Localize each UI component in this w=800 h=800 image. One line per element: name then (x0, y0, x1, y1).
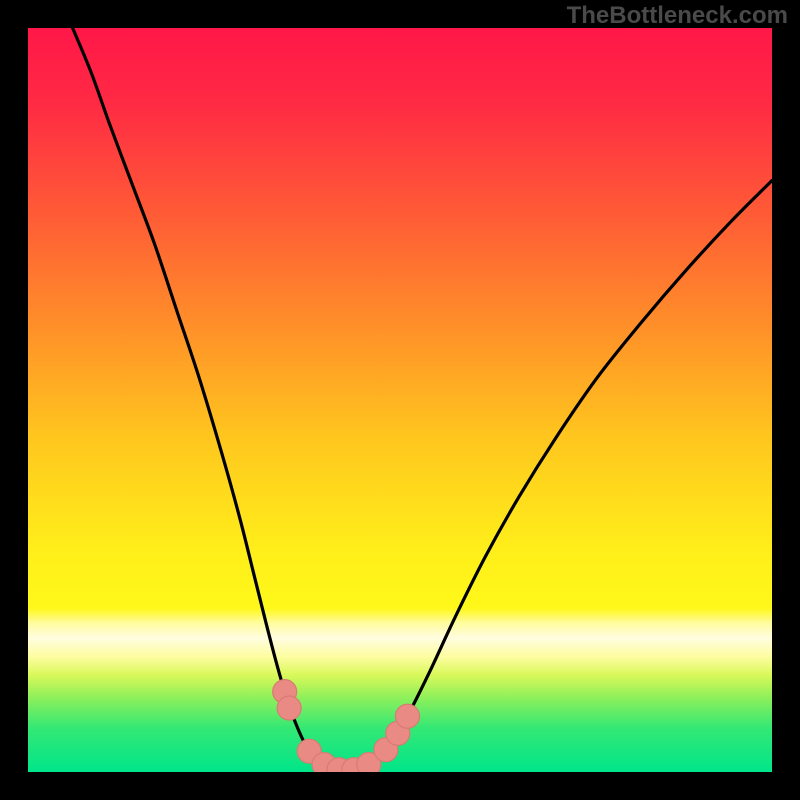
marker-dot (277, 696, 301, 720)
plot-area (28, 28, 772, 772)
watermark-text: TheBottleneck.com (567, 2, 788, 30)
gradient-background (28, 28, 772, 772)
marker-dot (395, 704, 419, 728)
chart-svg (28, 28, 772, 772)
